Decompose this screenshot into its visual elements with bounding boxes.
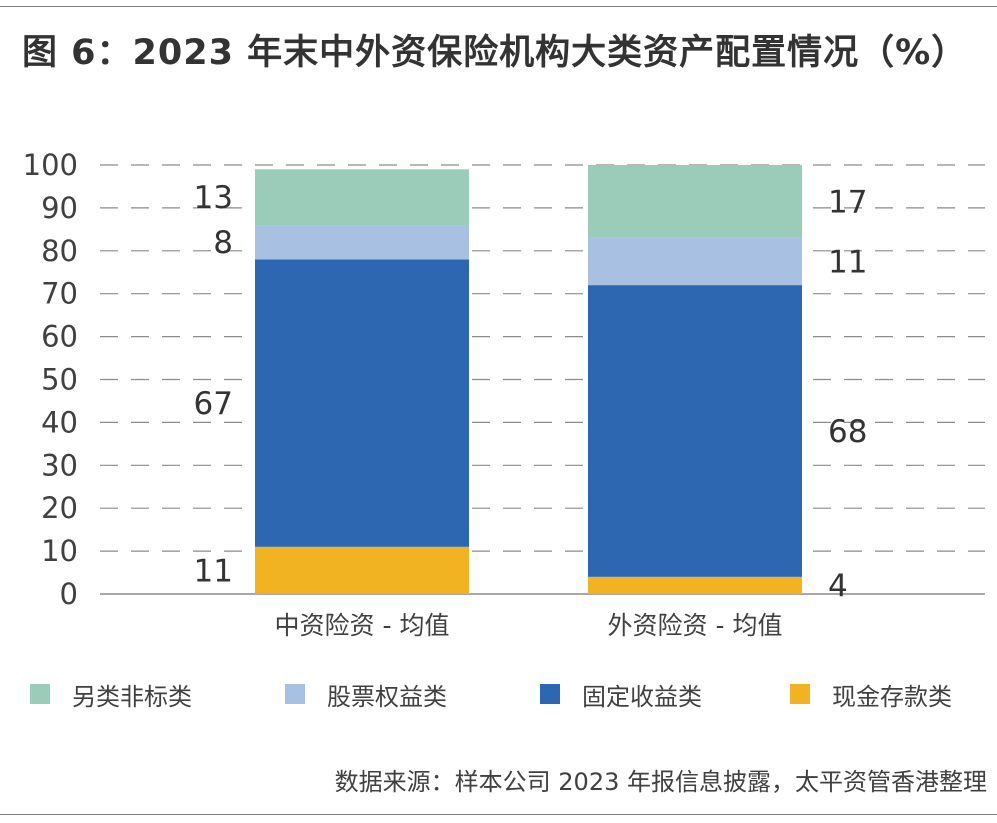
data-labels: 11 67 8 13 4 68 11 17 (194, 180, 868, 604)
x-category-label: 中资险资 - 均值 (275, 611, 450, 640)
y-tick-label: 60 (41, 320, 78, 354)
x-category-label: 外资险资 - 均值 (608, 611, 783, 640)
data-label: 13 (194, 180, 233, 216)
y-tick-label: 80 (41, 234, 78, 268)
y-axis: 0 10 20 30 40 50 60 70 80 90 100 (23, 148, 985, 611)
y-tick-label: 10 (41, 534, 78, 568)
data-label: 8 (213, 225, 233, 261)
bars (255, 165, 802, 594)
x-axis: 中资险资 - 均值 外资险资 - 均值 (275, 611, 783, 640)
bar-segment (588, 285, 802, 577)
y-tick-label: 70 (41, 277, 78, 311)
legend-item-equity: 股票权益类 (285, 676, 447, 712)
data-label: 68 (828, 414, 867, 450)
legend-label: 现金存款类 (832, 682, 952, 711)
top-rule (0, 6, 997, 7)
bar-segment (588, 165, 802, 238)
data-label: 4 (828, 568, 848, 604)
bar-segment (255, 546, 469, 594)
stacked-bar-chart: 0 10 20 30 40 50 60 70 80 90 100 11 67 8 13 4 68 11 17 中资… (23, 148, 985, 640)
y-tick-label: 40 (41, 405, 78, 439)
legend-label: 固定收益类 (582, 682, 702, 711)
legend-swatch-equity (285, 684, 305, 704)
bar-segment (255, 259, 469, 547)
bottom-rule (0, 814, 997, 815)
source-note: 数据来源：样本公司 2023 年报信息披露，太平资管香港整理 (334, 768, 987, 796)
legend: 另类非标类 股票权益类 固定收益类 现金存款类 (30, 676, 990, 712)
bar-segment (255, 169, 469, 226)
data-label: 11 (194, 553, 233, 589)
legend-swatch-cash-deposit (790, 684, 810, 704)
legend-item-other-nonstandard: 另类非标类 (30, 676, 192, 712)
y-tick-label: 90 (41, 191, 78, 225)
y-tick-label: 20 (41, 491, 78, 525)
legend-swatch-other-nonstandard (30, 684, 50, 704)
legend-swatch-fixed-income (540, 684, 560, 704)
grid-lines (100, 164, 985, 552)
y-tick-label: 50 (41, 363, 78, 397)
y-tick-label: 30 (41, 448, 78, 482)
bar-segment (588, 576, 802, 594)
legend-item-cash-deposit: 现金存款类 (790, 676, 952, 712)
legend-label: 股票权益类 (327, 682, 447, 711)
data-label: 17 (828, 184, 867, 220)
y-tick-label: 0 (60, 577, 78, 611)
y-tick-label: 100 (23, 148, 78, 182)
legend-label: 另类非标类 (72, 682, 192, 711)
legend-item-fixed-income: 固定收益类 (540, 676, 702, 712)
bar-segment (588, 237, 802, 286)
bar-segment (255, 225, 469, 260)
chart-title: 图 6：2023 年末中外资保险机构大类资产配置情况（%） (22, 33, 968, 73)
data-label: 67 (194, 386, 233, 422)
data-label: 11 (828, 245, 867, 281)
